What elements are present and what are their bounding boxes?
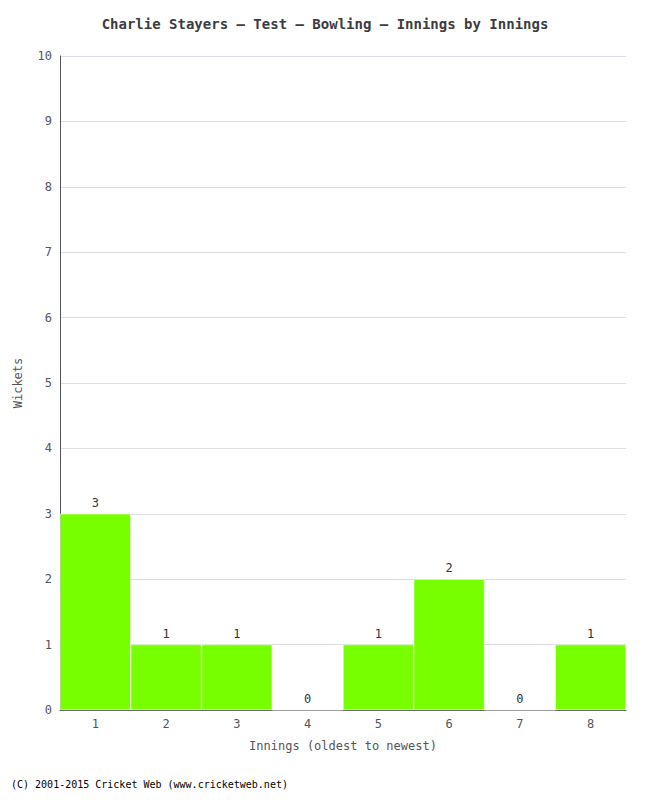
- svg-text:Innings (oldest to newest): Innings (oldest to newest): [249, 739, 437, 753]
- svg-text:4: 4: [304, 717, 311, 731]
- svg-text:3: 3: [233, 717, 240, 731]
- svg-text:6: 6: [45, 311, 52, 325]
- svg-text:6: 6: [446, 717, 453, 731]
- svg-text:2: 2: [446, 561, 453, 575]
- svg-text:Charlie Stayers – Test – Bowli: Charlie Stayers – Test – Bowling – Innin…: [102, 16, 549, 32]
- svg-text:0: 0: [45, 703, 52, 717]
- svg-text:7: 7: [45, 245, 52, 259]
- svg-text:1: 1: [45, 638, 52, 652]
- svg-text:5: 5: [45, 376, 52, 390]
- svg-text:9: 9: [45, 114, 52, 128]
- svg-text:2: 2: [45, 572, 52, 586]
- svg-text:10: 10: [38, 49, 52, 63]
- svg-text:1: 1: [587, 627, 594, 641]
- svg-text:(C) 2001-2015 Cricket Web (www: (C) 2001-2015 Cricket Web (www.cricketwe…: [11, 779, 288, 790]
- svg-text:3: 3: [92, 496, 99, 510]
- svg-text:8: 8: [45, 180, 52, 194]
- svg-text:8: 8: [587, 717, 594, 731]
- svg-text:1: 1: [163, 627, 170, 641]
- svg-text:3: 3: [45, 507, 52, 521]
- svg-text:4: 4: [45, 441, 52, 455]
- svg-text:1: 1: [92, 717, 99, 731]
- svg-text:0: 0: [516, 692, 523, 706]
- svg-text:Wickets: Wickets: [11, 358, 25, 409]
- svg-text:0: 0: [304, 692, 311, 706]
- svg-text:1: 1: [233, 627, 240, 641]
- svg-text:2: 2: [163, 717, 170, 731]
- svg-text:1: 1: [375, 627, 382, 641]
- svg-text:5: 5: [375, 717, 382, 731]
- svg-text:7: 7: [516, 717, 523, 731]
